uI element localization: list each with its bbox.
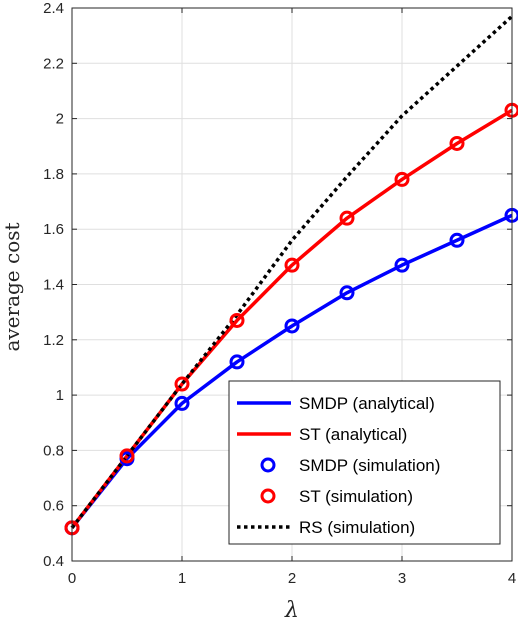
data-point-smdp-simulation	[284, 318, 300, 334]
data-point-st-simulation	[119, 448, 135, 464]
y-axis-label: average cost	[0, 222, 24, 351]
y-tick-label: 1.8	[43, 166, 64, 183]
y-tick-label: 1.2	[43, 332, 64, 349]
legend-label-st-simulation: ST (simulation)	[299, 487, 413, 506]
data-point-st-simulation	[229, 312, 245, 328]
y-tick-label: 0.4	[43, 553, 64, 570]
y-tick-label: 0.6	[43, 498, 64, 515]
data-point-smdp-simulation	[229, 354, 245, 370]
legend-label-smdp-simulation: SMDP (simulation)	[299, 456, 440, 475]
series-line-rs-simulation	[70, 14, 514, 529]
y-tick-label: 1.6	[43, 221, 64, 238]
series-line-smdp-analytical	[70, 213, 513, 529]
data-point-st-simulation	[339, 210, 355, 226]
y-tick-label: 0.8	[43, 442, 64, 459]
data-point-st-simulation	[394, 171, 410, 187]
x-tick-label: 2	[288, 570, 296, 587]
x-tick-label: 0	[68, 570, 76, 587]
data-point-smdp-simulation	[449, 232, 465, 248]
data-point-smdp-simulation	[394, 257, 410, 273]
y-tick-label: 1.4	[43, 277, 64, 294]
data-point-st-simulation	[284, 257, 300, 273]
x-tick-label: 3	[398, 570, 406, 587]
legend-marker-st-simulation	[260, 488, 276, 504]
data-point-smdp-simulation	[339, 285, 355, 301]
legend-marker-smdp-simulation	[260, 457, 276, 473]
data-point-st-simulation	[174, 376, 190, 392]
ticks: 0 1 2 3 4 0.4 0.6 0.8 1 1.2 1.4 1.6 1.8 2 2.2 2.4	[43, 0, 516, 587]
legend-label-rs-simulation: RS (simulation)	[299, 518, 415, 537]
data-point-smdp-simulation	[174, 395, 190, 411]
x-tick-label: 4	[508, 570, 516, 587]
legend: SMDP (analytical) ST (analytical) SMDP (si…	[228, 380, 501, 545]
y-tick-label: 2.4	[43, 0, 64, 17]
y-tick-label: 1	[56, 387, 64, 404]
data-point-st-simulation	[449, 135, 465, 151]
y-tick-label: 2.2	[43, 55, 64, 72]
series-layer	[64, 14, 518, 536]
x-tick-label: 1	[178, 570, 186, 587]
y-tick-label: 2	[56, 111, 64, 128]
legend-label-st-analytical: ST (analytical)	[299, 425, 407, 444]
x-axis-label: λ	[284, 598, 299, 623]
legend-label-smdp-analytical: SMDP (analytical)	[299, 394, 435, 413]
